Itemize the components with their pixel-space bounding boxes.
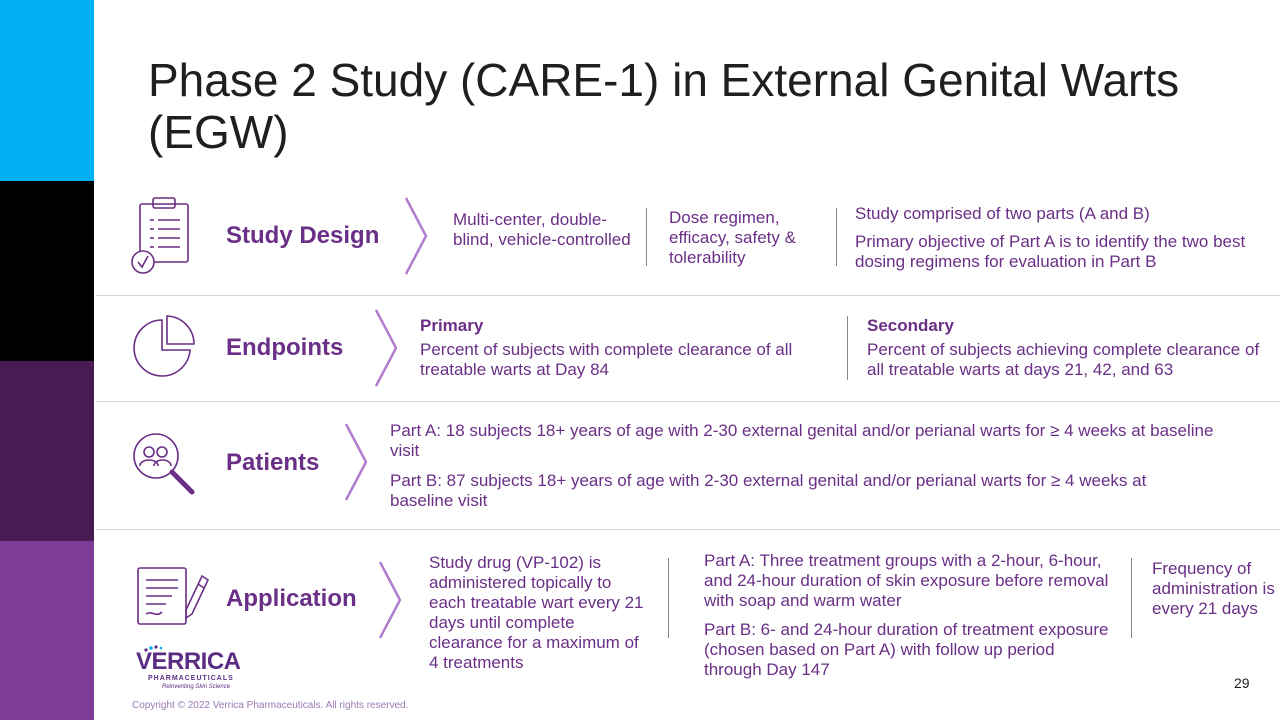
page-number: 29: [1234, 675, 1250, 691]
primary-endpoint-text: Percent of subjects with complete cleara…: [420, 340, 793, 379]
application-frequency: Frequency of administration is every 21 …: [1152, 559, 1275, 618]
study-design-type: Multi-center, double-blind, vehicle-cont…: [453, 210, 631, 249]
row-separator: [96, 295, 1280, 296]
sidebar-block-blue: [0, 0, 94, 181]
study-design-objective: Primary objective of Part A is to identi…: [855, 232, 1246, 271]
column-divider: [836, 208, 837, 266]
application-label: Application: [226, 585, 357, 612]
chevron-right-icon: [378, 561, 402, 639]
column-divider: [668, 558, 669, 638]
column-divider: [646, 208, 647, 266]
patients-part-b: Part B: 87 subjects 18+ years of age wit…: [390, 471, 1147, 510]
application-part-a: Part A: Three treatment groups with a 2-…: [704, 551, 1109, 610]
column-divider: [1131, 558, 1132, 638]
document-pen-icon: [137, 567, 210, 625]
sidebar-block-black: [0, 181, 94, 361]
logo-dots-icon: [144, 645, 163, 652]
sidebar-block-dark-purple: [0, 361, 94, 541]
secondary-endpoint-heading: Secondary: [867, 316, 954, 335]
logo-tagline: Reinventing Skin Science: [162, 684, 231, 690]
application-administration: Study drug (VP-102) is administered topi…: [429, 553, 644, 672]
study-design-focus: Dose regimen, efficacy, safety & tolerab…: [669, 208, 796, 267]
row-separator: [96, 529, 1280, 530]
column-divider: [847, 316, 848, 380]
chevron-right-icon: [344, 423, 368, 501]
slide-title: Phase 2 Study (CARE-1) in External Genit…: [148, 54, 1180, 158]
patients-label: Patients: [226, 449, 320, 476]
pie-chart-icon: [133, 315, 195, 377]
copyright-notice: Copyright © 2022 Verrica Pharmaceuticals…: [132, 700, 409, 711]
secondary-endpoint-text: Percent of subjects achieving complete c…: [867, 340, 1260, 379]
primary-endpoint-heading: Primary: [420, 316, 484, 335]
chevron-right-icon: [404, 197, 428, 275]
endpoints-label: Endpoints: [226, 334, 344, 361]
clipboard-check-icon: [131, 197, 189, 274]
people-search-icon: [133, 433, 195, 495]
study-design-parts: Study comprised of two parts (A and B): [855, 204, 1150, 223]
left-color-sidebar: [0, 0, 94, 720]
patients-part-a: Part A: 18 subjects 18+ years of age wit…: [390, 421, 1214, 460]
sidebar-block-purple: [0, 541, 94, 720]
chevron-right-icon: [374, 309, 398, 387]
logo-subtitle: PHARMACEUTICALS: [148, 675, 234, 682]
study-design-label: Study Design: [226, 222, 380, 249]
application-part-b: Part B: 6- and 24-hour duration of treat…: [704, 620, 1109, 679]
row-separator: [96, 401, 1280, 402]
verrica-logo: VERRICA PHARMACEUTICALS Reinventing Skin…: [136, 644, 246, 692]
logo-wordmark: VERRICA: [136, 648, 241, 675]
